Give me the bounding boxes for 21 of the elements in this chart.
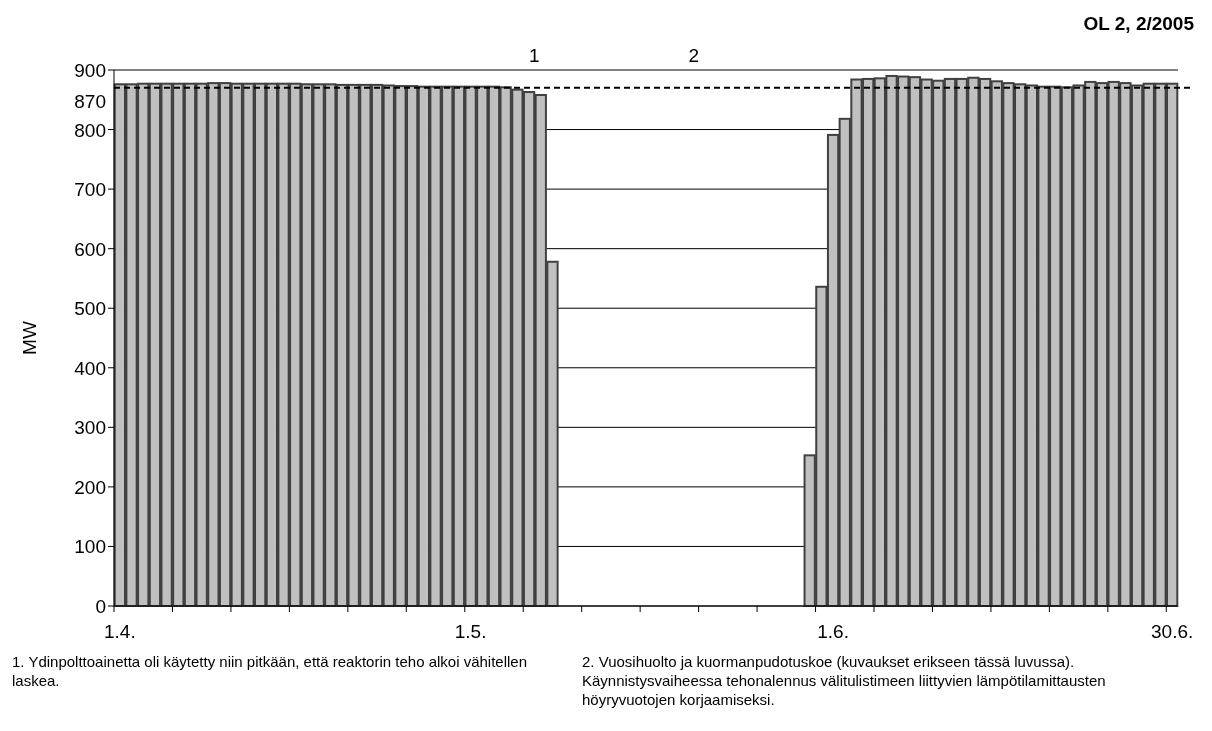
x-tick-label: 30.6. [1151, 621, 1194, 642]
y-tick-label: 0 [95, 596, 106, 617]
y-tick-label: 200 [74, 476, 106, 498]
y-tick-label: 900 [74, 60, 106, 81]
y-tick-label: 700 [74, 179, 106, 201]
chart-title: OL 2, 2/2005 [1083, 13, 1195, 34]
y-tick-label: 100 [74, 536, 106, 558]
y-tick-label: 400 [74, 357, 106, 379]
x-tick-label: 1.6. [817, 621, 849, 642]
x-tick-label: 1.4. [103, 621, 136, 642]
text: 2 [688, 45, 700, 66]
y-axis-title: MW [19, 321, 40, 355]
text: 1 [528, 45, 540, 66]
text: 1. Ydinpolttoainetta oli käytetty niin pitkään, että reaktorin teho alkoi vähitellen laskea. [12, 652, 529, 690]
y-tick-label: 600 [74, 238, 106, 260]
text: 2. Vuosihuolto ja kuormanpudotuskoe (kuvaukset erikseen tässä luvussa). Käynnistysvaiheessa tehonalennus välitulistimeen liittyvien lämpötilamittausten höyryvuotojen korjaamiseksi. [582, 652, 1107, 709]
y-tick-label: 800 [74, 119, 106, 141]
y-tick-label: 300 [74, 417, 106, 439]
ref-line-label: 870 [74, 90, 106, 112]
y-tick-label: 500 [74, 298, 106, 320]
x-tick-label: 1.5. [454, 621, 487, 642]
